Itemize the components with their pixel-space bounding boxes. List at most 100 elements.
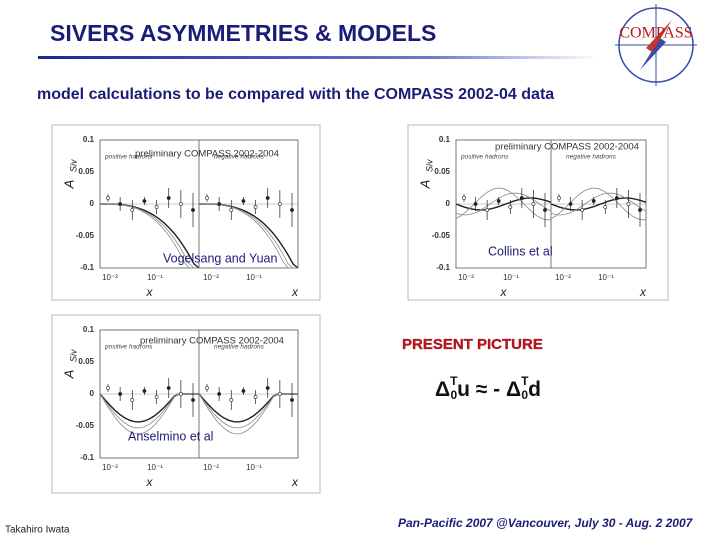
data-point [614, 196, 619, 200]
x-tick-label: 10⁻¹ [503, 273, 519, 282]
data-point [191, 208, 195, 212]
data-point [253, 205, 258, 209]
legend-label: positive hadrons [104, 154, 153, 161]
data-point [130, 208, 135, 212]
model-curve [100, 203, 199, 269]
y-tick-label: 0.05 [78, 167, 94, 176]
y-tick-label: 0.05 [434, 167, 450, 176]
data-point [290, 398, 294, 402]
present-heading: PRESENT PICTURE [402, 336, 543, 353]
data-point [603, 205, 608, 209]
y-tick-label: 0.05 [78, 357, 94, 366]
data-point [178, 392, 183, 396]
data-point [217, 392, 222, 396]
data-point [118, 392, 123, 396]
y-axis-label: A [61, 370, 76, 380]
x-tick-label: 10⁻¹ [246, 463, 262, 472]
x-axis-label: x [291, 285, 299, 299]
y-tick-label: 0.1 [83, 135, 95, 144]
figure-frame [407, 124, 669, 301]
data-point [154, 395, 159, 399]
y-tick-label: -0.1 [436, 263, 450, 272]
data-point [166, 196, 171, 200]
y-axis-label-sub: Siv [68, 159, 78, 172]
data-point [277, 392, 282, 396]
formula-part: Δ [506, 378, 521, 401]
data-point [557, 196, 561, 200]
data-point [229, 208, 234, 212]
model-curve [550, 192, 647, 216]
model-curve [455, 192, 552, 216]
data-point [142, 199, 147, 203]
model-label: Collins et al [488, 244, 553, 258]
x-tick-label: 10⁻¹ [147, 463, 163, 472]
data-point [265, 196, 270, 200]
data-point [154, 205, 159, 209]
preliminary-label: preliminary COMPASS 2002-2004 [495, 142, 639, 153]
data-point [205, 386, 209, 390]
x-tick-label: 10⁻¹ [246, 273, 262, 282]
data-point [543, 208, 547, 212]
data-point [106, 196, 110, 200]
figure-panel: 0.1 0.05 0 -0.05 -0.1 10⁻² 10⁻¹ 10⁻² 10⁻¹ x x A Siv p… [51, 314, 321, 494]
legend-label: negative hadrons [566, 154, 617, 161]
data-point [142, 389, 147, 393]
x-tick-label: 10⁻¹ [147, 273, 163, 282]
x-tick-label: 10⁻² [203, 273, 219, 282]
y-tick-label: -0.05 [76, 421, 95, 430]
data-point [241, 389, 246, 393]
conference: Pan-Pacific 2007 @Vancouver, July 30 - A… [398, 516, 694, 530]
x-axis-label: x [500, 285, 508, 299]
data-point [580, 208, 585, 212]
data-point [253, 395, 258, 399]
x-axis-label: x [291, 475, 299, 489]
data-point [568, 202, 573, 206]
data-point [508, 205, 513, 209]
model-curve [455, 187, 551, 221]
subtitle: model calculations to be compared with t… [37, 86, 554, 103]
formula-text: ΔT 0u ≈ - ΔT 0d [435, 374, 541, 402]
model-label: Vogelsang and Yuan [163, 251, 278, 265]
data-point [531, 202, 536, 206]
data-point [265, 386, 270, 390]
model-label: Anselmino et al [128, 429, 213, 443]
data-point [217, 202, 222, 206]
data-point [205, 196, 209, 200]
y-tick-label: 0 [90, 389, 95, 398]
x-tick-label: 10⁻¹ [598, 273, 614, 282]
x-tick-label: 10⁻² [458, 273, 474, 282]
x-axis-label: x [146, 285, 154, 299]
model-curve [550, 187, 646, 221]
y-tick-label: -0.05 [432, 231, 451, 240]
slide-title: SIVERS ASYMMETRIES & MODELS [50, 20, 436, 46]
title-rule [38, 56, 598, 59]
data-point [591, 199, 596, 203]
y-axis-label-sub: Siv [68, 349, 78, 362]
logo: COMPASS [615, 4, 697, 86]
data-point [290, 208, 294, 212]
x-tick-label: 10⁻² [555, 273, 571, 282]
formula-part: 0 [450, 388, 457, 402]
data-point [626, 202, 631, 206]
y-tick-label: -0.1 [80, 263, 94, 272]
x-tick-label: 10⁻² [203, 463, 219, 472]
y-tick-label: -0.05 [76, 231, 95, 240]
x-tick-label: 10⁻² [102, 463, 118, 472]
logo-text: COMPASS [619, 25, 692, 42]
data-point [241, 199, 246, 203]
data-point [462, 196, 466, 200]
data-point [106, 386, 110, 390]
formula-part: T [450, 374, 458, 388]
data-point [277, 202, 282, 206]
legend-label: negative hadrons [214, 154, 265, 161]
data-point [519, 196, 524, 200]
data-point [178, 202, 183, 206]
legend-label: negative hadrons [214, 344, 265, 351]
figure-frame [51, 314, 321, 494]
formula: ΔT 0u ≈ - ΔT 0d [435, 374, 541, 402]
data-point [118, 202, 123, 206]
data-point [485, 208, 490, 212]
preliminary-label: preliminary COMPASS 2002-2004 [140, 336, 284, 347]
y-tick-label: 0 [90, 199, 95, 208]
